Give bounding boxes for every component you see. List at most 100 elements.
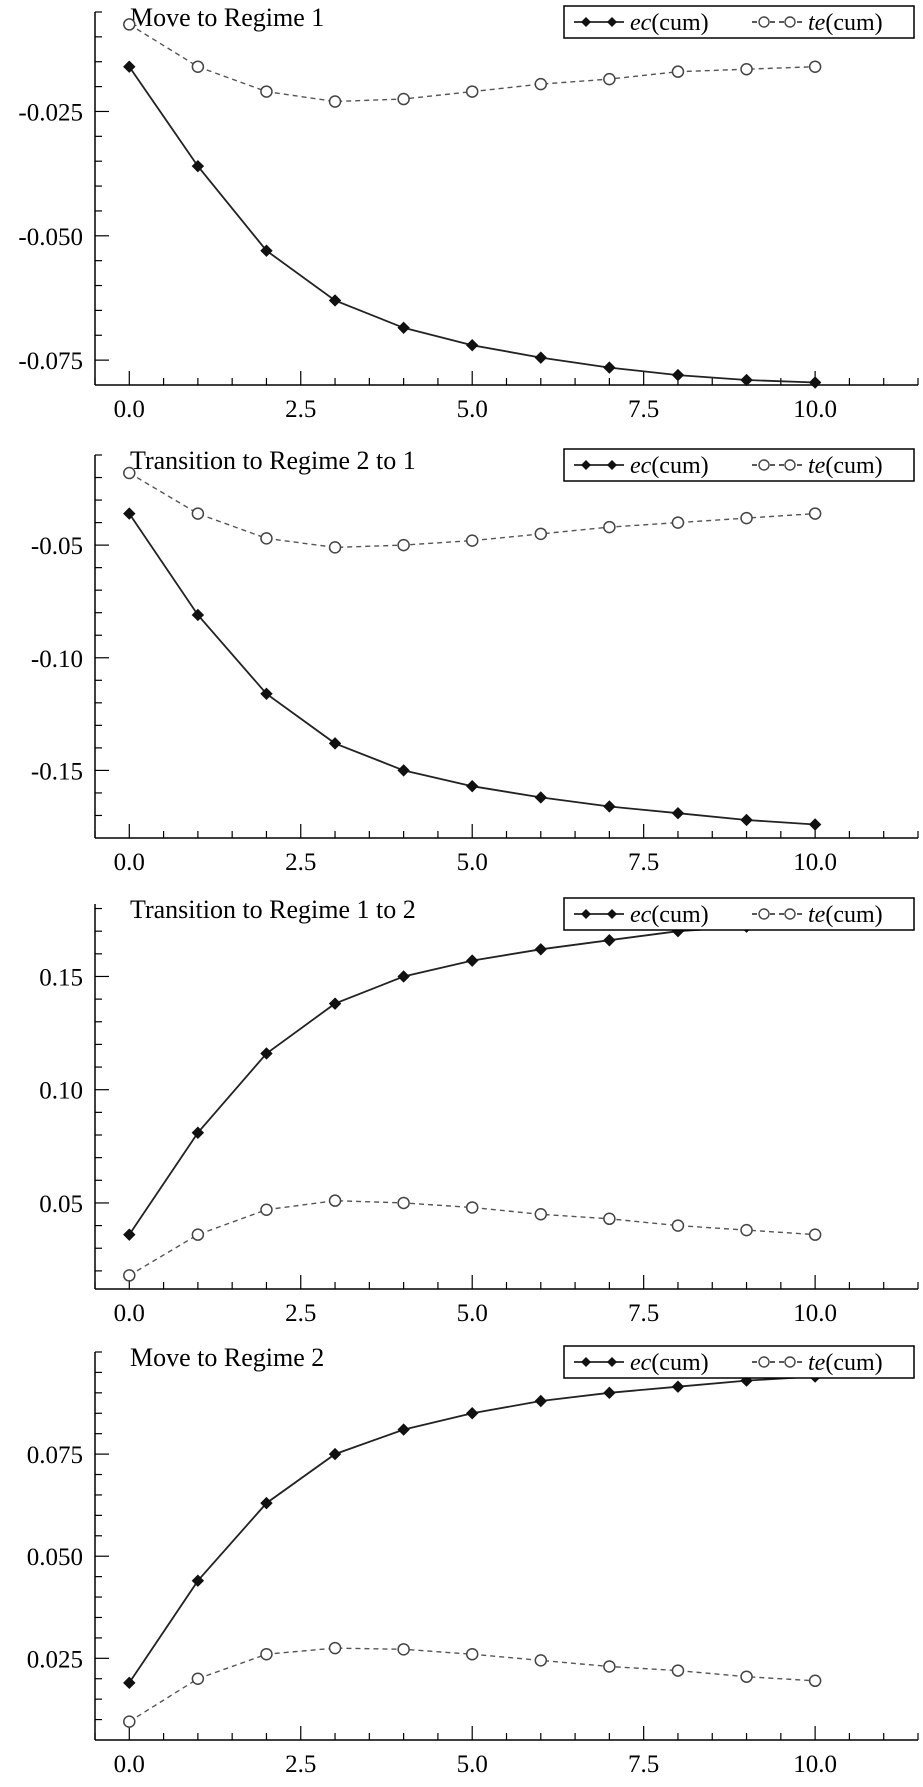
data-point-te [671, 1664, 685, 1677]
series-line-te [128, 1647, 816, 1723]
data-point-te [465, 534, 479, 547]
data-point-te [808, 1674, 822, 1688]
data-point-ec [397, 1423, 410, 1436]
legend-label: ec(cum) [630, 453, 709, 479]
data-point-ec [397, 764, 410, 777]
data-point-ec [191, 159, 205, 173]
data-point-te [603, 72, 616, 86]
legend-entry-ec: ec(cum) [574, 453, 709, 479]
data-point-ec [740, 373, 753, 387]
legend-marker [581, 909, 591, 919]
data-point-te [740, 62, 753, 76]
series-line-te [128, 1199, 816, 1277]
data-point-ec [603, 934, 616, 947]
data-point-ec [671, 368, 685, 382]
legend-entry-te: te(cum) [752, 453, 883, 479]
chart-title: Move to Regime 2 [130, 1343, 324, 1372]
data-point-te [534, 527, 548, 541]
data-point-ec [740, 813, 753, 827]
legend-entry-te: te(cum) [752, 902, 883, 928]
legend-marker [758, 459, 770, 471]
data-point-ec [123, 1228, 136, 1241]
data-point-te [191, 1672, 205, 1685]
legend-label: te(cum) [808, 10, 883, 36]
data-point-ec [808, 818, 822, 831]
series-ec [123, 507, 822, 831]
y-tick-label: -0.050 [18, 224, 83, 251]
data-point-ec [671, 1380, 685, 1393]
data-point-te [740, 1223, 753, 1237]
data-point-ec [328, 737, 342, 750]
chart-panel-1: -0.025 -0.050 -0.075 0.0 2.5 5.0 7.5 10.0 Move t… [18, 3, 919, 423]
data-point-te [260, 1647, 273, 1661]
data-point-ec [191, 1126, 205, 1139]
legend-marker [758, 1356, 770, 1368]
legend-marker [581, 17, 591, 27]
data-point-te [671, 516, 685, 529]
series-line-ec [128, 1375, 816, 1684]
data-point-te [123, 1269, 136, 1282]
data-point-te [808, 60, 822, 73]
y-tick-label: 0.050 [27, 1544, 83, 1571]
data-point-te [397, 1643, 410, 1656]
legend-entry-te: te(cum) [752, 1350, 883, 1376]
legend-label: te(cum) [808, 453, 883, 479]
y-tick-label: -0.15 [31, 758, 83, 785]
series-te [123, 1641, 822, 1728]
data-point-ec [123, 507, 136, 520]
series-line-ec [128, 921, 816, 1236]
data-point-ec [260, 687, 273, 701]
data-point-ec [466, 779, 479, 793]
data-point-ec [123, 1676, 136, 1690]
legend-entry-ec: ec(cum) [574, 902, 709, 928]
legend-marker [758, 908, 770, 920]
series-line-ec [128, 66, 816, 384]
data-point-ec [191, 608, 205, 622]
x-tick-label: 0.0 [114, 1300, 145, 1327]
data-point-ec [466, 339, 479, 352]
legend-marker [581, 1357, 591, 1367]
y-tick-label: 0.15 [39, 964, 83, 991]
data-point-ec [397, 970, 410, 983]
data-point-te [397, 538, 410, 552]
series-te [123, 1194, 822, 1282]
x-tick-label: 7.5 [628, 1300, 659, 1327]
legend-entry-ec: ec(cum) [574, 10, 709, 36]
x-tick-label: 7.5 [628, 1751, 659, 1778]
data-point-te [123, 18, 136, 31]
legend-marker [607, 17, 617, 27]
data-point-ec [603, 1386, 616, 1400]
data-point-ec [260, 1496, 273, 1510]
legend-label: ec(cum) [630, 902, 709, 928]
data-point-te [603, 520, 616, 534]
data-point-te [671, 1219, 685, 1232]
data-point-ec [671, 807, 685, 820]
y-tick-label: 0.10 [39, 1078, 83, 1105]
data-point-te [260, 85, 273, 98]
data-point-te [123, 1715, 136, 1728]
data-point-ec [123, 60, 136, 73]
x-tick-label: 10.0 [793, 396, 837, 423]
y-tick-label: -0.025 [18, 99, 83, 126]
x-tick-label: 2.5 [285, 1751, 316, 1778]
legend: ec(cum) te(cum) [563, 1345, 915, 1379]
data-point-ec [328, 997, 342, 1010]
x-tick-label: 2.5 [285, 849, 316, 876]
data-point-ec [328, 294, 342, 307]
data-point-te [397, 92, 410, 106]
y-tick-label: -0.05 [31, 533, 83, 560]
data-point-te [534, 1208, 548, 1221]
legend-marker [607, 909, 617, 919]
legend: ec(cum) te(cum) [563, 5, 915, 39]
data-point-ec [466, 1407, 479, 1420]
data-point-ec [328, 1447, 342, 1461]
x-tick-label: 0.0 [114, 849, 145, 876]
data-point-te [603, 1660, 616, 1673]
data-point-te [465, 1201, 479, 1214]
x-tick-label: 10.0 [793, 849, 837, 876]
data-point-ec [603, 800, 616, 813]
data-point-ec [260, 244, 273, 257]
legend-marker [758, 16, 770, 28]
legend-label: ec(cum) [630, 1350, 709, 1376]
